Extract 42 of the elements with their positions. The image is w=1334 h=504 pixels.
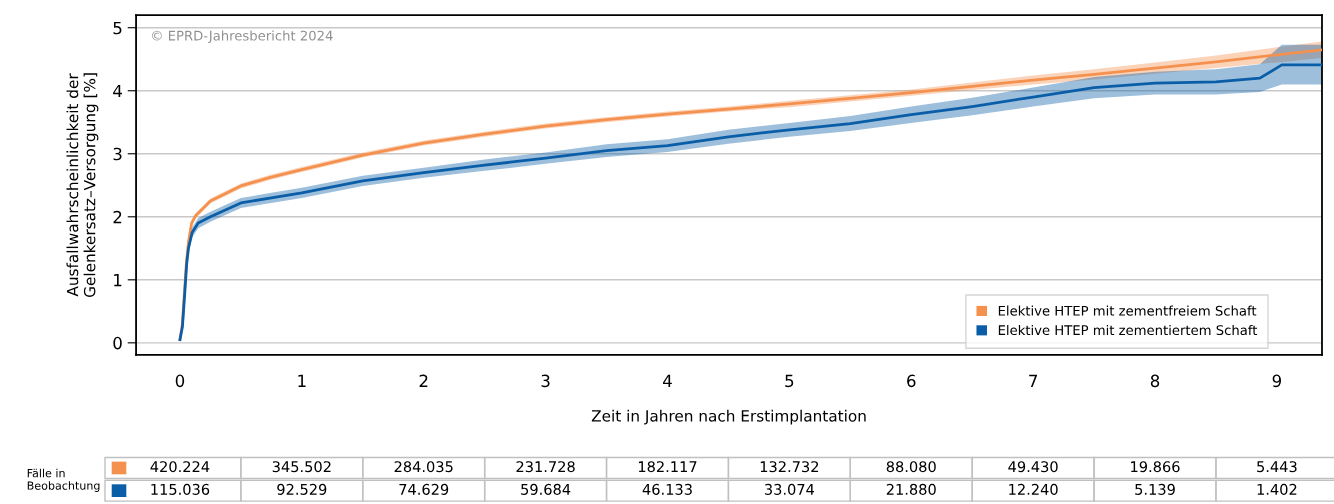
x-tick-label: 0 [175,374,185,388]
legend-label: Elektive HTEP mit zementfreiem Schaft [998,305,1257,316]
x-tick-label: 3 [541,374,550,388]
x-axis-title: Zeit in Jahren nach Erstimplantation [591,409,866,425]
y-tick-label: 0 [113,336,122,350]
y-axis-title: Ausfallwahrscheinlichkeit der Gelenkersatz–Versorgung [%] [66,73,99,298]
x-tick-label: 6 [907,374,916,388]
text: 420.224 [150,461,210,473]
text: 5.139 [1135,483,1175,495]
text: 33.074 [764,483,815,495]
x-tick-label: 2 [419,374,428,387]
text: 5.443 [1257,461,1297,473]
x-tick-label: 5 [785,374,794,388]
text: 132.732 [760,461,819,473]
x-tick-label: 9 [1272,374,1282,388]
y-tick-label: 1 [114,274,122,287]
text: 21.880 [886,483,936,495]
text: 74.629 [399,483,449,495]
text: 345.502 [272,461,331,473]
text: 115.036 [151,483,210,495]
text: Fälle in Beobachtung [27,468,100,492]
text: 231.728 [516,461,575,473]
annotation: © EPRD-Jahresbericht 2024 [152,30,333,44]
x-tick-label: 8 [1150,374,1160,388]
text: 46.133 [642,483,692,495]
text: 182.117 [638,461,697,473]
text: 1.402 [1257,483,1297,495]
x-tick-label: 7 [1029,374,1038,387]
text: 59.684 [521,483,571,495]
text: 92.529 [277,483,327,495]
y-tick-label: 2 [113,210,122,224]
text: 49.430 [1008,461,1058,473]
text: 284.035 [394,461,453,473]
y-tick-label: 4 [113,84,122,98]
x-tick-label: 1 [298,374,306,387]
y-tick-label: 3 [113,147,122,161]
x-tick-label: 4 [662,374,672,387]
text: 12.240 [1009,483,1058,495]
legend-label: Elektive HTEP mit zementiertem Schaft [998,324,1258,336]
text: 88.080 [886,461,936,473]
y-tick-label: 5 [113,21,122,35]
text: 19.866 [1131,461,1180,473]
